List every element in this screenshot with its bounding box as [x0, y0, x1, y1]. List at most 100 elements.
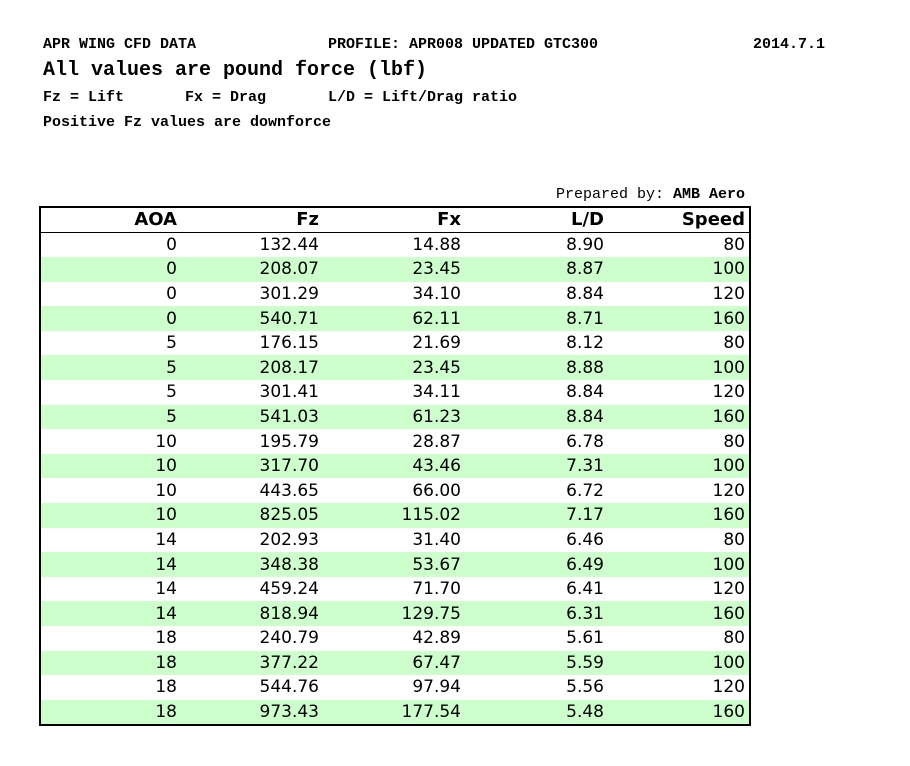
- cell: 14: [155, 579, 177, 600]
- cell: 132.44: [259, 235, 319, 256]
- row: 5 176.15 21.69 8.12 80: [40, 331, 750, 356]
- cell: 10: [155, 431, 177, 452]
- cell: 100: [712, 357, 745, 378]
- cell: 43.46: [412, 456, 461, 477]
- row: 14 818.94 129.75 6.31 160: [40, 601, 750, 626]
- cell: 202.93: [259, 529, 319, 550]
- cell: 18: [155, 677, 177, 698]
- cell: 5: [166, 357, 177, 378]
- cell: 8.84: [566, 283, 604, 304]
- cell: 80: [723, 333, 745, 354]
- cell: 129.75: [401, 603, 461, 624]
- table-body: 0 132.44 14.88 8.90 80 0 208.07 23.45 8.87 100 0 30…: [40, 233, 750, 725]
- cell: 7.31: [566, 456, 604, 477]
- cell: 459.24: [259, 579, 319, 600]
- row: 18 973.43 177.54 5.48 160: [40, 699, 750, 725]
- column-header: Fz: [181, 207, 323, 233]
- cell: 62.11: [412, 308, 461, 329]
- header-row: AOA Fz Fx L/D Speed: [40, 207, 750, 233]
- cell: 120: [712, 677, 745, 698]
- row: 5 541.03 61.23 8.84 160: [40, 404, 750, 430]
- units: All values are pound force (lbf): [43, 59, 428, 82]
- prepared-label: Prepared by:: [555, 186, 664, 203]
- cell: 0: [166, 235, 177, 256]
- cell: 5.59: [566, 652, 604, 673]
- cell: 100: [712, 259, 745, 280]
- cell: 18: [155, 628, 177, 649]
- cell: 8.84: [566, 382, 604, 403]
- cell: 8.12: [566, 333, 604, 354]
- cell: 14.88: [412, 235, 461, 256]
- prepared-name: AMB Aero: [672, 186, 745, 203]
- row: 18 544.76 97.94 5.56 120: [40, 675, 750, 700]
- cell: 18: [155, 652, 177, 673]
- legend-item: Fx = Drag: [185, 89, 267, 106]
- cell: 377.22: [259, 652, 319, 673]
- cell: 34.11: [412, 382, 461, 403]
- row: 18 377.22 67.47 5.59 100: [40, 650, 750, 676]
- cell: 176.15: [259, 333, 319, 354]
- cell: 541.03: [259, 406, 319, 427]
- cell: 818.94: [259, 603, 319, 624]
- cell: 100: [712, 456, 745, 477]
- column-header: Fx: [323, 207, 465, 233]
- cell: 5.48: [566, 701, 604, 722]
- cell: 61.23: [412, 406, 461, 427]
- cell: 195.79: [259, 431, 319, 452]
- note: Positive Fz values are downforce: [43, 114, 332, 131]
- cell: 240.79: [259, 628, 319, 649]
- cell: 23.45: [412, 259, 461, 280]
- cell: 8.84: [566, 406, 604, 427]
- cell: 100: [712, 652, 745, 673]
- cell: 0: [166, 308, 177, 329]
- cell: 8.88: [566, 357, 604, 378]
- cell: 0: [166, 283, 177, 304]
- cell: 8.90: [566, 235, 604, 256]
- date: 2014.7.1: [753, 36, 826, 53]
- cell: 348.38: [259, 554, 319, 575]
- row: 18 240.79 42.89 5.61 80: [40, 626, 750, 651]
- cell: 14: [155, 529, 177, 550]
- cell: 208.17: [259, 357, 319, 378]
- cell: 544.76: [259, 677, 319, 698]
- cell: 973.43: [259, 701, 319, 722]
- row: 14 459.24 71.70 6.41 120: [40, 577, 750, 602]
- cell: 6.46: [566, 529, 604, 550]
- cell: 80: [723, 628, 745, 649]
- cell: 825.05: [259, 505, 319, 526]
- cell: 443.65: [259, 480, 319, 501]
- cell: 317.70: [259, 456, 319, 477]
- row: 14 202.93 31.40 6.46 80: [40, 528, 750, 553]
- cell: 160: [712, 406, 745, 427]
- cell: 160: [712, 505, 745, 526]
- cell: 97.94: [412, 677, 461, 698]
- cell: 80: [723, 431, 745, 452]
- cell: 120: [712, 382, 745, 403]
- cell: 5.56: [566, 677, 604, 698]
- cell: 6.72: [566, 480, 604, 501]
- cell: 67.47: [412, 652, 461, 673]
- cell: 8.71: [566, 308, 604, 329]
- title: APR WING CFD DATA: [43, 36, 197, 53]
- row: 0 301.29 34.10 8.84 120: [40, 282, 750, 307]
- legend-item: Fz = Lift: [43, 89, 125, 106]
- cell: 28.87: [412, 431, 461, 452]
- cell: 7.17: [566, 505, 604, 526]
- row: 5 208.17 23.45 8.88 100: [40, 355, 750, 381]
- row: 0 208.07 23.45 8.87 100: [40, 257, 750, 282]
- cell: 160: [712, 308, 745, 329]
- row: 0 132.44 14.88 8.90 80: [40, 233, 750, 258]
- cell: 5: [166, 382, 177, 403]
- cell: 31.40: [412, 529, 461, 550]
- row: 10 443.65 66.00 6.72 120: [40, 478, 750, 503]
- cell: 80: [723, 235, 745, 256]
- cell: 10: [155, 505, 177, 526]
- cell: 34.10: [412, 283, 461, 304]
- cell: 6.78: [566, 431, 604, 452]
- column-header: AOA: [40, 207, 181, 233]
- cell: 160: [712, 603, 745, 624]
- legend-item: L/D = Lift/Drag ratio: [328, 89, 518, 106]
- row: 10 195.79 28.87 6.78 80: [40, 429, 750, 454]
- cell: 115.02: [401, 505, 461, 526]
